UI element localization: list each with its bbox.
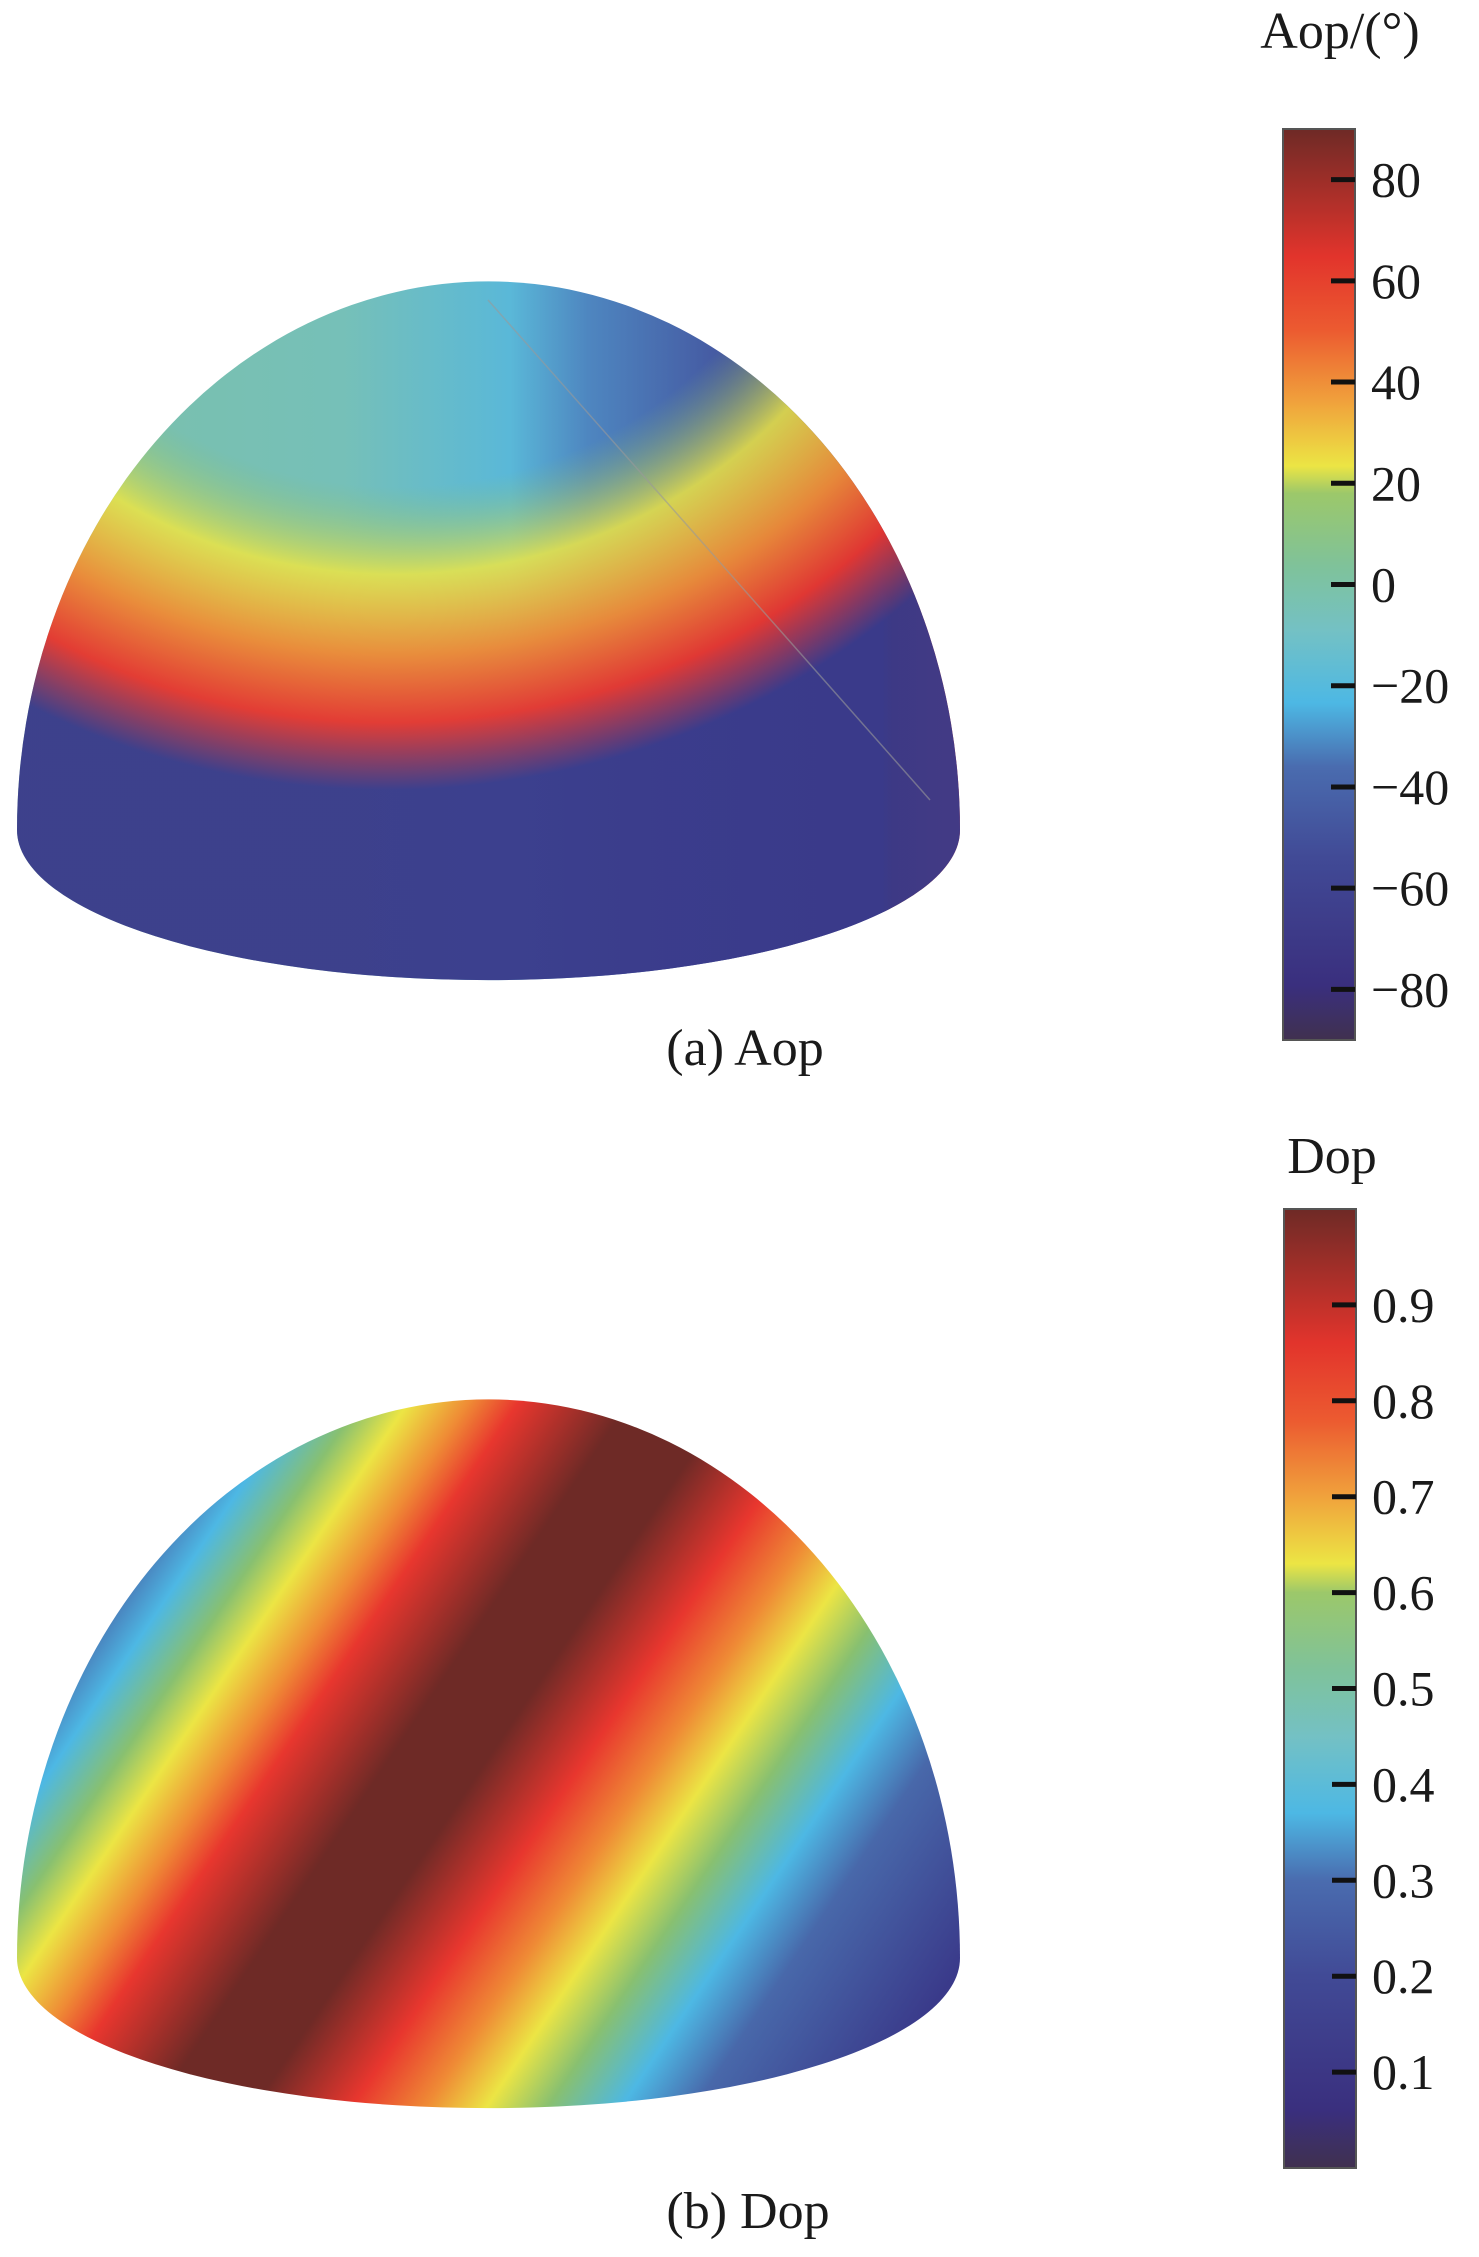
colorbar-a-title: Aop/(°): [1260, 3, 1419, 60]
colorbar-tick-label: 20: [1371, 455, 1421, 511]
colorbar-tick-label: −40: [1371, 759, 1449, 815]
colorbar-tick-label: 40: [1371, 354, 1421, 410]
colorbar-tick-label: 60: [1371, 253, 1421, 309]
colorbar-tick-label: 0.4: [1372, 1756, 1435, 1812]
colorbar-tick-label: 0.6: [1372, 1565, 1435, 1621]
colorbar-tick-label: 0.9: [1372, 1277, 1435, 1333]
colorbar-tick-label: 0.3: [1372, 1852, 1435, 1908]
colorbar-tick-label: 0.8: [1372, 1373, 1435, 1429]
dop-hemisphere: [17, 1399, 960, 2109]
aop-hemisphere: [17, 281, 960, 981]
colorbar-tick-label: −60: [1371, 860, 1449, 916]
colorbar-tick-label: 0.7: [1372, 1469, 1435, 1525]
colorbar-tick-label: −20: [1371, 658, 1449, 714]
caption-b: (b) Dop: [666, 2183, 829, 2240]
colorbar-tick-label: 0.5: [1372, 1661, 1435, 1717]
colorbar-a-ticks: 80 60 40 20 0 −20 −40 −60 −80: [1331, 152, 1449, 1017]
caption-a: (a) Aop: [666, 1020, 823, 1077]
colorbar-tick-label: 0.1: [1372, 2044, 1435, 2100]
colorbar-tick-label: 0: [1371, 557, 1396, 613]
colorbar-tick-label: 0.2: [1372, 1948, 1435, 2004]
colorbar-tick-label: −80: [1371, 961, 1449, 1017]
colorbar-tick-label: 80: [1371, 152, 1421, 208]
colorbar-b-ticks: 0.9 0.8 0.7 0.6 0.5 0.4 0.3 0.2 0.1: [1332, 1277, 1435, 2100]
colorbar-b-title: Dop: [1287, 1128, 1377, 1185]
